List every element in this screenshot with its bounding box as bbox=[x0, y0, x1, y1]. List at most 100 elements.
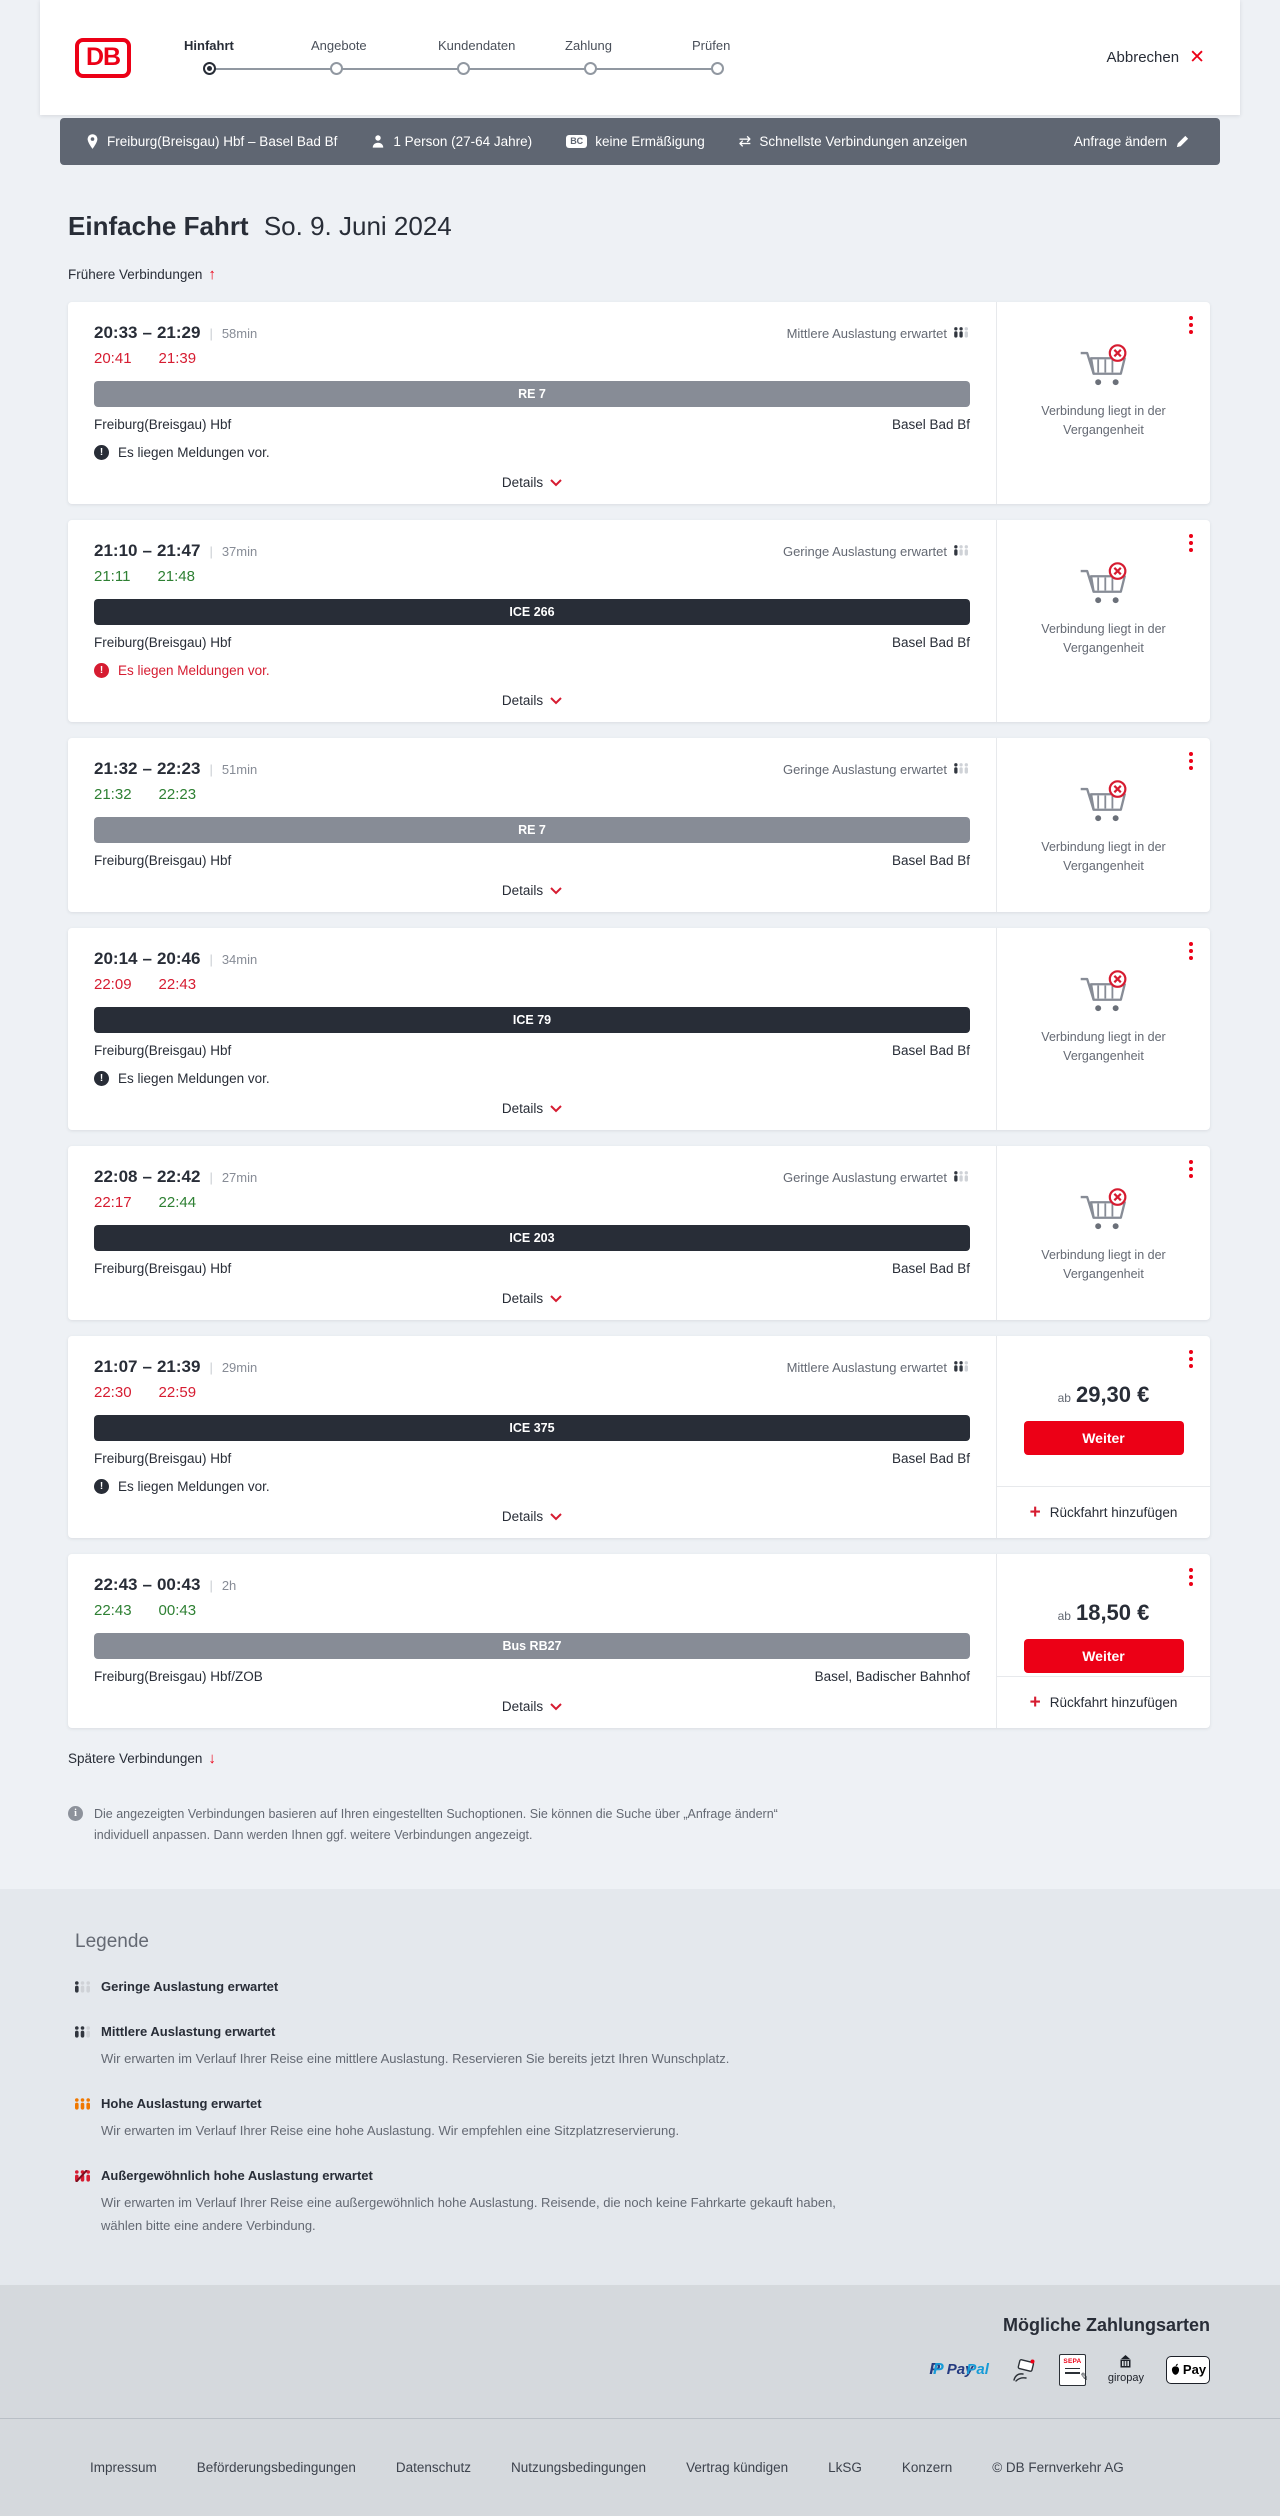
stepper-step-hinfahrt[interactable]: Hinfahrt bbox=[184, 38, 234, 53]
stepper-step-kundendaten[interactable]: Kundendaten bbox=[438, 38, 516, 53]
occupancy-icon bbox=[75, 2097, 92, 2115]
stepper-circle[interactable] bbox=[457, 62, 470, 75]
results-main: Einfache Fahrt So. 9. Juni 2024 Frühere … bbox=[0, 211, 1280, 1845]
occupancy-label: Geringe Auslastung erwartet bbox=[782, 762, 947, 777]
add-return-button[interactable]: + Rückfahrt hinzufügen bbox=[997, 1486, 1210, 1538]
chevron-down-icon bbox=[550, 1104, 562, 1112]
arrival-actual: 00:43 bbox=[158, 1602, 197, 1619]
stepper-circle[interactable] bbox=[330, 62, 343, 75]
duration-separator: | bbox=[209, 952, 213, 967]
occupancy-icon bbox=[75, 2025, 92, 2043]
stepper-step-angebote[interactable]: Angebote bbox=[311, 38, 367, 53]
footer-link[interactable]: Vertrag kündigen bbox=[686, 2459, 789, 2475]
details-toggle[interactable]: Details bbox=[502, 1509, 562, 1524]
chevron-down-icon bbox=[550, 696, 562, 704]
time-separator: – bbox=[142, 323, 152, 342]
connection-card: 21:10 – 21:47 | 37min Geringe Auslastung… bbox=[68, 520, 1210, 722]
swap-arrows-icon: ⇄ bbox=[738, 133, 752, 150]
origin-station: Freiburg(Breisgau) Hbf/ZOB bbox=[94, 1669, 263, 1684]
arrival-actual: 21:39 bbox=[158, 350, 197, 367]
chevron-down-icon bbox=[550, 478, 562, 486]
occupancy: Mittlere Auslastung erwartet bbox=[787, 325, 970, 343]
legend-item: Mittlere Auslastung erwartet Wir erwarte… bbox=[75, 2024, 1210, 2070]
footer-link[interactable]: Impressum bbox=[90, 2459, 157, 2475]
details-toggle[interactable]: Details bbox=[502, 1291, 562, 1306]
destination-station: Basel Bad Bf bbox=[891, 853, 970, 868]
realtime-row: 21:11 21:48 bbox=[94, 568, 970, 585]
legend-item-description: Wir erwarten im Verlauf Ihrer Reise eine… bbox=[101, 2195, 836, 2233]
price: ab 29,30 € bbox=[1058, 1382, 1150, 1408]
departure-actual: 21:11 bbox=[94, 568, 131, 585]
details-label: Details bbox=[501, 693, 544, 708]
departure-actual: 21:32 bbox=[94, 786, 132, 803]
departure-actual: 22:17 bbox=[94, 1194, 132, 1211]
warning-row: ! Es liegen Meldungen vor. bbox=[94, 445, 970, 460]
line-name: ICE 375 bbox=[509, 1421, 555, 1435]
departure-time: 20:33 bbox=[94, 323, 138, 342]
more-options-button[interactable] bbox=[1187, 1566, 1195, 1588]
departure-time: 20:14 bbox=[94, 949, 138, 968]
legend-item-title: Hohe Auslastung erwartet bbox=[101, 2096, 262, 2112]
stepper-circle[interactable] bbox=[584, 62, 597, 75]
more-options-button[interactable] bbox=[1187, 1158, 1195, 1180]
footer-link[interactable]: Nutzungsbedingungen bbox=[510, 2459, 647, 2475]
giropay-building-icon bbox=[1120, 2355, 1131, 2368]
earlier-connections-label: Frühere Verbindungen bbox=[68, 267, 203, 282]
line-name: ICE 79 bbox=[512, 1013, 552, 1027]
connection-card: 20:14 – 20:46 | 34min 22:09 22:43 ICE 79… bbox=[68, 928, 1210, 1130]
more-options-button[interactable] bbox=[1187, 1348, 1195, 1370]
footer-link[interactable]: Konzern bbox=[901, 2459, 953, 2475]
occupancy-icon bbox=[954, 325, 970, 343]
occupancy-label: Mittlere Auslastung erwartet bbox=[786, 326, 947, 341]
cancel-label: Abbrechen bbox=[1106, 49, 1180, 66]
earlier-connections-link[interactable]: Frühere Verbindungen ↑ bbox=[68, 266, 216, 283]
realtime-row: 22:09 22:43 bbox=[94, 976, 970, 993]
stepper-step-prüfen[interactable]: Prüfen bbox=[692, 38, 731, 53]
line-badge: ICE 203 bbox=[94, 1225, 970, 1251]
departure-actual: 22:30 bbox=[94, 1384, 132, 1401]
details-label: Details bbox=[501, 883, 544, 898]
details-toggle[interactable]: Details bbox=[502, 693, 562, 708]
warning-icon: ! bbox=[94, 445, 109, 460]
occupancy-icon bbox=[954, 543, 970, 561]
close-icon: ✕ bbox=[1189, 47, 1205, 68]
change-request-button[interactable]: Anfrage ändern bbox=[1074, 134, 1190, 149]
details-toggle[interactable]: Details bbox=[502, 883, 562, 898]
occupancy-icon bbox=[954, 1169, 970, 1187]
applepay-logo: Pay bbox=[1166, 2355, 1210, 2384]
add-return-button[interactable]: + Rückfahrt hinzufügen bbox=[997, 1676, 1210, 1728]
occupancy-icon bbox=[75, 1980, 92, 1998]
stepper-circle[interactable] bbox=[203, 62, 216, 75]
cancel-button[interactable]: Abbrechen ✕ bbox=[1107, 48, 1205, 67]
person-icon bbox=[373, 135, 384, 148]
line-badge: ICE 266 bbox=[94, 599, 970, 625]
fastest-connections-toggle[interactable]: ⇄ Schnellste Verbindungen anzeigen bbox=[739, 134, 968, 149]
payment-methods: PP PayPal SEPA ✎ giropay Pay bbox=[70, 2353, 1210, 2386]
more-options-button[interactable] bbox=[1187, 314, 1195, 336]
duration: 37min bbox=[221, 544, 258, 559]
line-badge: ICE 79 bbox=[94, 1007, 970, 1033]
stepper-circle[interactable] bbox=[711, 62, 724, 75]
time-separator: – bbox=[142, 759, 152, 778]
details-toggle[interactable]: Details bbox=[502, 1699, 562, 1714]
chevron-down-icon bbox=[550, 1294, 562, 1302]
footer: Impressum Beförderungsbedingungen Datensch… bbox=[0, 2417, 1280, 2516]
details-toggle[interactable]: Details bbox=[502, 1101, 562, 1116]
continue-button[interactable]: Weiter bbox=[1023, 1639, 1184, 1673]
footer-link[interactable]: Beförderungsbedingungen bbox=[196, 2459, 356, 2475]
booking-panel: Verbindung liegt in der Vergangenheit ab… bbox=[996, 302, 1210, 504]
stepper-step-zahlung[interactable]: Zahlung bbox=[565, 38, 612, 53]
footer-link[interactable]: Datenschutz bbox=[395, 2459, 471, 2475]
details-toggle[interactable]: Details bbox=[502, 475, 562, 490]
more-options-button[interactable] bbox=[1187, 532, 1195, 554]
arrival-actual: 22:23 bbox=[158, 786, 197, 803]
continue-button[interactable]: Weiter bbox=[1023, 1421, 1184, 1455]
time-separator: – bbox=[142, 541, 152, 560]
line-name: ICE 203 bbox=[509, 1231, 555, 1245]
details-label: Details bbox=[501, 475, 544, 490]
later-connections-link[interactable]: Spätere Verbindungen ↓ bbox=[68, 1750, 216, 1767]
more-options-button[interactable] bbox=[1187, 750, 1195, 772]
footer-link[interactable]: LkSG bbox=[828, 2459, 862, 2475]
more-options-button[interactable] bbox=[1187, 940, 1195, 962]
